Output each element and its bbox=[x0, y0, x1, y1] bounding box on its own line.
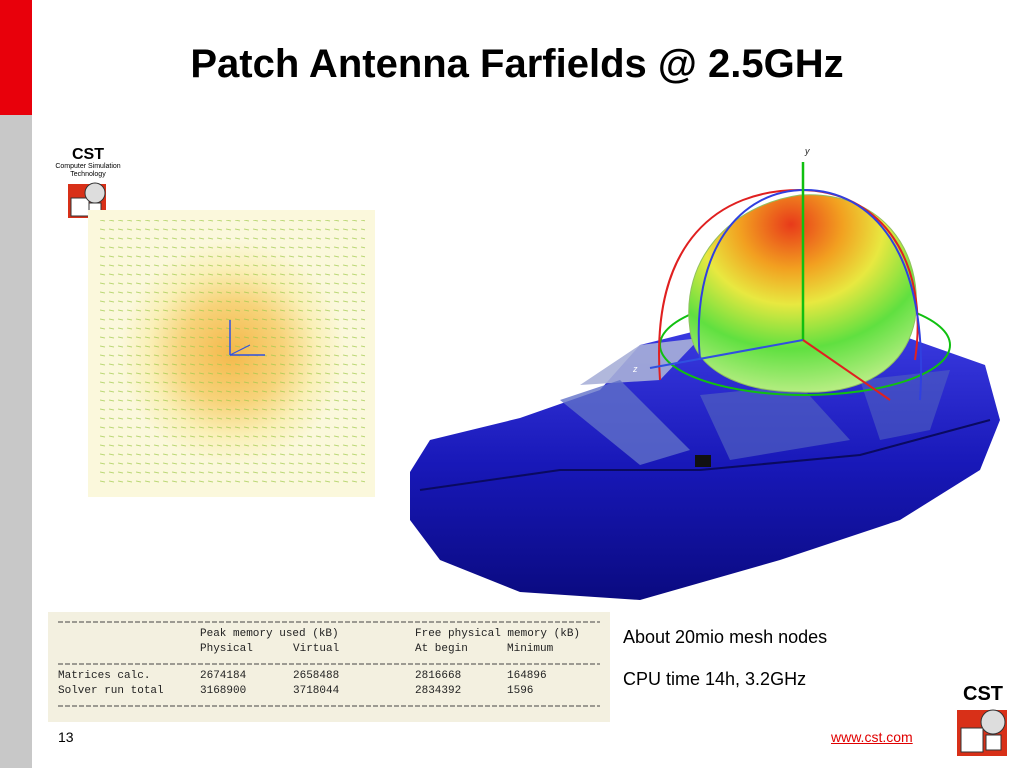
car-model bbox=[410, 330, 1000, 600]
table-cell: 3718044 bbox=[293, 685, 340, 697]
logo-name: CST bbox=[72, 146, 104, 163]
memory-table: Peak memory used (kB) Free physical memo… bbox=[48, 612, 610, 722]
table-cell: 2658488 bbox=[293, 670, 340, 682]
table-cell: Matrices calc. bbox=[58, 670, 151, 682]
table-subheader: Virtual bbox=[293, 643, 340, 655]
axis-label: y bbox=[804, 146, 810, 156]
page-number: 13 bbox=[58, 729, 74, 745]
table-cell: 1596 bbox=[507, 685, 534, 697]
table-cell: 2834392 bbox=[415, 685, 462, 697]
table-cell: 2816668 bbox=[415, 670, 462, 682]
footer-link[interactable]: www.cst.com bbox=[831, 729, 913, 745]
logo-line: Technology bbox=[70, 171, 106, 178]
table-header: Peak memory used (kB) bbox=[200, 628, 339, 640]
note: About 20mio mesh nodes bbox=[623, 627, 828, 647]
table-subheader: Minimum bbox=[507, 643, 554, 655]
field-plot bbox=[88, 210, 375, 497]
side-bar-accent bbox=[0, 0, 32, 115]
table-cell: 164896 bbox=[507, 670, 547, 682]
axis-label: z bbox=[632, 364, 638, 374]
table-rules bbox=[58, 621, 600, 707]
logo-line: Computer Simulation bbox=[55, 163, 121, 170]
table-header: Free physical memory (kB) bbox=[415, 628, 581, 640]
side-bar bbox=[0, 0, 32, 768]
farfield-pattern: y z bbox=[632, 146, 951, 401]
slide-title: Patch Antenna Farfields @ 2.5GHz bbox=[190, 42, 844, 86]
table-cell: Solver run total bbox=[58, 685, 164, 697]
footer-logo-name: CST bbox=[963, 683, 1003, 705]
table-cell: 2674184 bbox=[200, 670, 247, 682]
footer-logo-icon bbox=[957, 709, 1007, 756]
table-cell: 3168900 bbox=[200, 685, 247, 697]
table-subheader: At begin bbox=[415, 643, 468, 655]
note: CPU time 14h, 3.2GHz bbox=[623, 669, 807, 689]
table-subheader: Physical bbox=[200, 643, 253, 655]
